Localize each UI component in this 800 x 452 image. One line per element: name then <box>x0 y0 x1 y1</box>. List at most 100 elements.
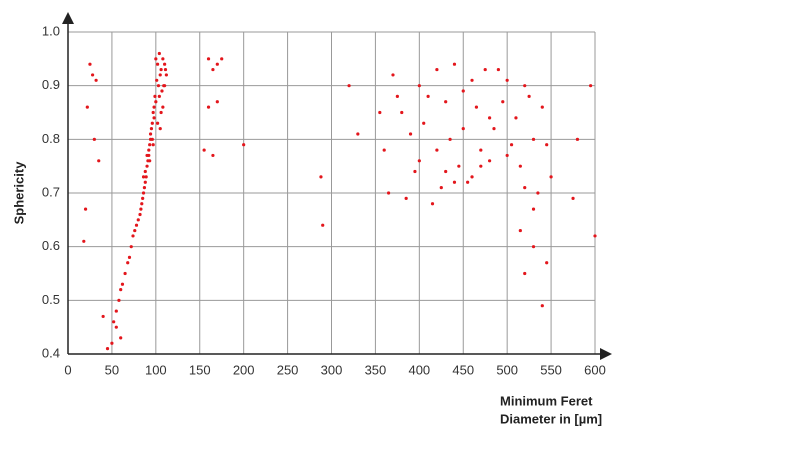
data-point <box>430 202 435 206</box>
x-tick-label: 450 <box>452 362 474 377</box>
data-point <box>148 143 152 147</box>
data-point <box>158 127 162 131</box>
y-tick-label: 1.0 <box>42 23 60 38</box>
x-tick-label: 50 <box>105 362 119 377</box>
data-point <box>158 73 162 77</box>
data-point <box>395 94 399 98</box>
data-point <box>143 180 147 184</box>
data-point <box>110 341 114 345</box>
data-point <box>206 105 211 109</box>
data-point <box>319 175 323 179</box>
x-tick-label: 300 <box>321 362 343 377</box>
data-point <box>470 78 474 82</box>
data-point <box>589 84 593 88</box>
data-point <box>413 169 417 174</box>
x-tick-label: 500 <box>496 362 518 377</box>
data-point <box>531 245 536 249</box>
data-point <box>461 89 465 93</box>
data-point <box>160 89 164 93</box>
data-point <box>444 100 448 104</box>
data-point <box>141 191 146 195</box>
x-tick-label: 350 <box>365 362 387 377</box>
data-point <box>119 336 123 340</box>
data-point <box>400 110 404 115</box>
data-point <box>159 67 163 72</box>
data-point <box>242 143 246 147</box>
data-point <box>151 110 155 115</box>
data-point <box>496 67 500 72</box>
data-point <box>143 169 147 174</box>
data-point <box>92 137 96 141</box>
data-point <box>145 164 149 168</box>
data-point <box>523 186 527 190</box>
x-tick-label: 550 <box>540 362 562 377</box>
data-point <box>466 180 470 184</box>
data-point <box>404 196 408 200</box>
data-point <box>141 196 145 200</box>
x-tick-label: 100 <box>145 362 167 377</box>
data-point <box>540 105 544 109</box>
data-point <box>211 67 215 72</box>
data-point <box>157 51 161 56</box>
data-point <box>149 127 154 131</box>
data-point <box>452 180 457 184</box>
data-point <box>408 132 413 136</box>
data-point <box>94 78 98 82</box>
data-point <box>85 105 89 109</box>
data-point <box>417 159 421 163</box>
data-point <box>163 67 168 72</box>
data-point <box>531 207 536 211</box>
data-point <box>142 186 147 190</box>
x-tick-label: 200 <box>233 362 255 377</box>
data-point <box>474 105 479 109</box>
data-point <box>439 186 443 190</box>
data-point <box>479 164 483 168</box>
data-point <box>154 100 158 104</box>
data-point <box>211 153 215 158</box>
data-point <box>206 57 211 61</box>
data-point <box>215 100 219 104</box>
data-point <box>150 121 154 125</box>
data-point <box>153 94 157 98</box>
data-point <box>488 116 492 120</box>
x-tick-label: 250 <box>277 362 299 377</box>
data-point <box>514 116 518 120</box>
data-point <box>527 94 531 98</box>
data-point <box>545 261 549 265</box>
y-tick-label: 0.6 <box>42 238 60 253</box>
data-point <box>461 127 465 131</box>
data-point <box>545 143 549 147</box>
data-point <box>435 67 439 72</box>
data-point <box>479 148 483 152</box>
data-point <box>382 148 386 152</box>
data-point <box>444 169 448 174</box>
data-point <box>164 73 168 77</box>
data-point <box>131 234 135 238</box>
data-point <box>145 153 149 158</box>
data-point <box>140 202 144 206</box>
data-point <box>136 218 140 222</box>
data-point <box>119 288 123 292</box>
data-point <box>457 164 461 168</box>
data-point <box>509 143 514 147</box>
x-axis-title: Minimum Feret <box>500 393 593 408</box>
data-point <box>448 137 452 141</box>
data-point <box>161 105 165 109</box>
data-point <box>549 175 553 179</box>
data-point <box>112 320 116 324</box>
y-tick-label: 0.8 <box>42 131 60 146</box>
data-point <box>117 298 121 302</box>
data-point <box>97 159 101 163</box>
data-point <box>155 62 160 66</box>
data-point <box>152 105 156 109</box>
data-point <box>593 234 597 238</box>
x-tick-label: 150 <box>189 362 211 377</box>
data-point <box>150 137 154 141</box>
y-tick-label: 0.7 <box>42 184 60 199</box>
data-point <box>163 62 167 66</box>
y-tick-label: 0.4 <box>42 345 60 360</box>
data-point <box>159 110 163 115</box>
y-axis-arrow <box>62 12 74 24</box>
x-axis-arrow <box>600 348 612 360</box>
